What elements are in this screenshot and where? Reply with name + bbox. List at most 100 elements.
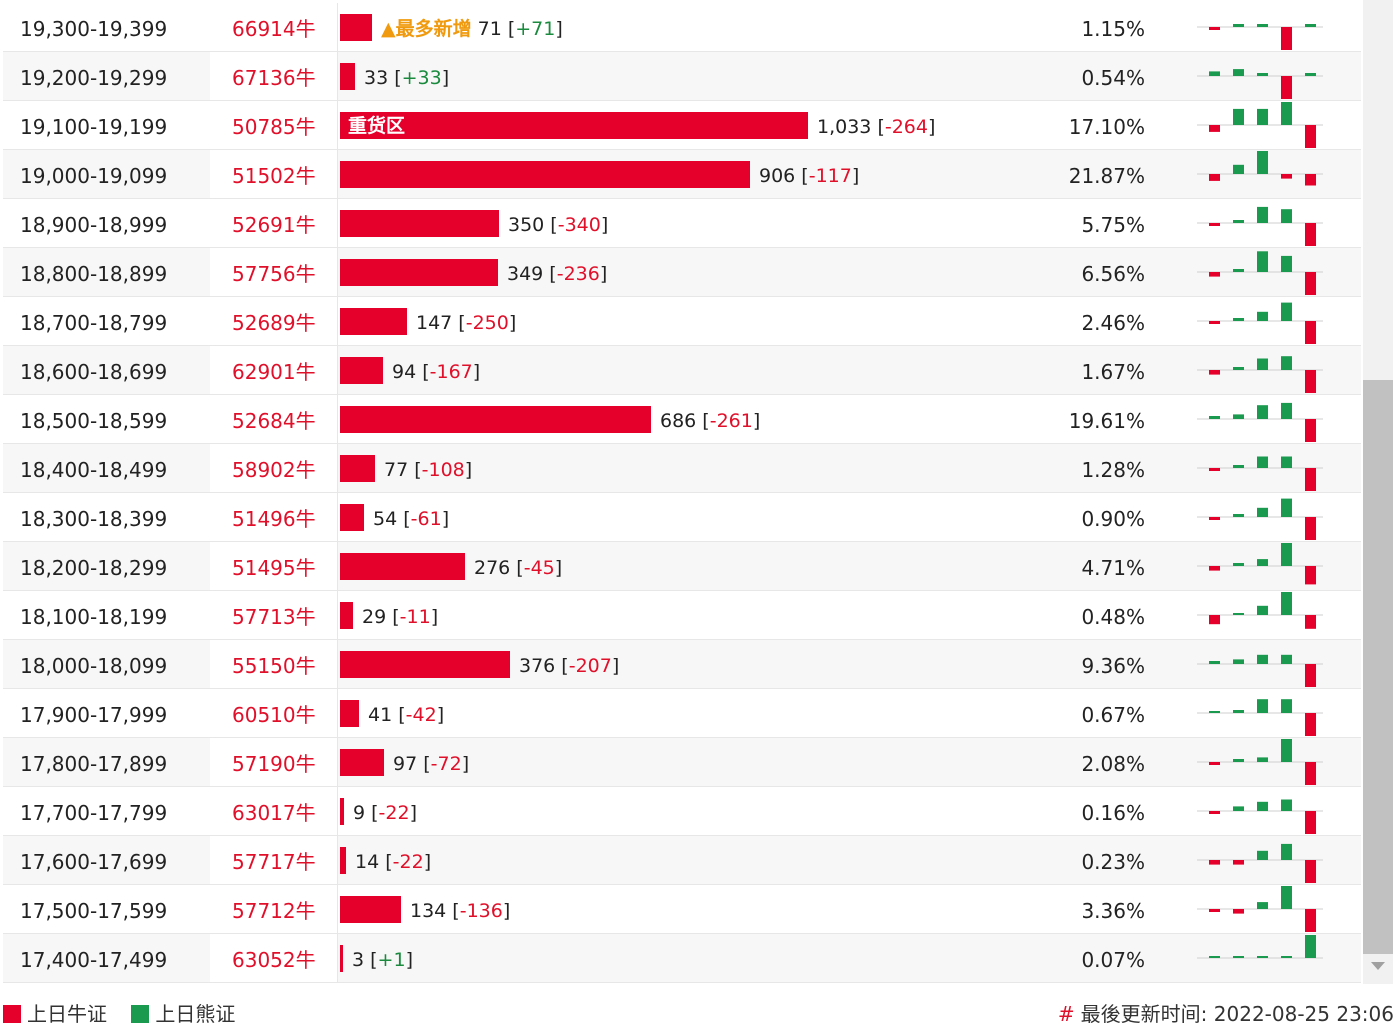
percentage: 0.16% xyxy=(1081,801,1145,825)
sparkline-bar xyxy=(1281,799,1292,811)
strike-range: 18,300-18,399 xyxy=(20,507,168,531)
quantity-change: -250 xyxy=(465,312,509,334)
cbbc-code[interactable]: 57190牛 xyxy=(210,738,338,786)
trend-sparkline xyxy=(1197,543,1323,585)
strike-range: 18,900-18,999 xyxy=(20,213,168,237)
cbbc-code[interactable]: 57717牛 xyxy=(210,836,338,884)
percentage: 1.28% xyxy=(1081,458,1145,482)
cbbc-code[interactable]: 58902牛 xyxy=(210,444,338,492)
trend-sparkline xyxy=(1197,24,1323,50)
table-row[interactable]: 17,600-17,699 57717牛 14 [-22] 0.23% xyxy=(3,836,1361,885)
sparkline-bar xyxy=(1257,251,1268,272)
percentage: 6.56% xyxy=(1081,262,1145,286)
sparkline-bar xyxy=(1209,661,1220,664)
sparkline-bar xyxy=(1209,909,1220,912)
cbbc-code[interactable]: 51495牛 xyxy=(210,542,338,590)
table-row[interactable]: 18,700-18,799 52689牛 147 [-250] 2.46% xyxy=(3,297,1361,346)
table-row[interactable]: 19,300-19,399 66914牛 ▲最多新增 71 [+71] 1.15% xyxy=(3,3,1361,52)
sparkline-bar xyxy=(1305,762,1316,785)
cbbc-code[interactable]: 52684牛 xyxy=(210,395,338,443)
table-row[interactable]: 18,800-18,899 57756牛 349 [-236] 6.56% xyxy=(3,248,1361,297)
quantity-change: -136 xyxy=(459,900,503,922)
quantity-bar xyxy=(340,700,359,727)
sparkline-bar xyxy=(1233,414,1244,419)
sparkline-bar xyxy=(1257,605,1268,615)
cbbc-code[interactable]: 52691牛 xyxy=(210,199,338,247)
quantity-change: -340 xyxy=(557,214,601,236)
cbbc-code[interactable]: 50785牛 xyxy=(210,101,338,149)
sparkline-bar xyxy=(1305,860,1316,883)
table-row[interactable]: 18,900-18,999 52691牛 350 [-340] 5.75% xyxy=(3,199,1361,248)
sparkline-bar xyxy=(1305,935,1316,958)
table-row[interactable]: 17,400-17,499 63052牛 3 [+1] 0.07% xyxy=(3,934,1361,983)
quantity-change: +71 xyxy=(515,18,556,40)
table-row[interactable]: 18,500-18,599 52684牛 686 [-261] 19.61% xyxy=(3,395,1361,444)
sparkline-bar xyxy=(1305,811,1316,834)
sparkline-bar xyxy=(1305,566,1316,585)
table-row[interactable]: 17,900-17,999 60510牛 41 [-42] 0.67% xyxy=(3,689,1361,738)
table-row[interactable]: 18,000-18,099 55150牛 376 [-207] 9.36% xyxy=(3,640,1361,689)
sparkline-bar xyxy=(1233,269,1244,272)
quantity-bar xyxy=(340,945,343,972)
table-row[interactable]: 18,200-18,299 51495牛 276 [-45] 4.71% xyxy=(3,542,1361,591)
cbbc-code[interactable]: 55150牛 xyxy=(210,640,338,688)
cbbc-code[interactable]: 52689牛 xyxy=(210,297,338,345)
cbbc-code[interactable]: 51496牛 xyxy=(210,493,338,541)
quantity-bar xyxy=(340,602,353,629)
cbbc-code[interactable]: 57756牛 xyxy=(210,248,338,296)
sparkline-bar xyxy=(1257,654,1268,664)
table-row[interactable]: 18,100-18,199 57713牛 29 [-11] 0.48% xyxy=(3,591,1361,640)
cbbc-code[interactable]: 51502牛 xyxy=(210,150,338,198)
table-row[interactable]: 19,200-19,299 67136牛 33 [+33] 0.54% xyxy=(3,52,1361,101)
sparkline-bar xyxy=(1209,321,1220,324)
cbbc-code[interactable]: 63017牛 xyxy=(210,787,338,835)
cbbc-code[interactable]: 67136牛 xyxy=(210,52,338,100)
cbbc-code[interactable]: 62901牛 xyxy=(210,346,338,394)
cbbc-code[interactable]: 57713牛 xyxy=(210,591,338,639)
trend-sparkline xyxy=(1197,886,1323,932)
sparkline-bar xyxy=(1233,860,1244,865)
sparkline-bar xyxy=(1209,174,1220,181)
sparkline-bar xyxy=(1281,592,1292,615)
strike-range: 17,800-17,899 xyxy=(20,752,168,776)
quantity-value: 3 [+1] xyxy=(352,949,413,971)
sparkline-bar xyxy=(1257,311,1268,321)
sparkline-bar xyxy=(1305,419,1316,442)
sparkline-bar xyxy=(1233,659,1244,664)
quantity-bar xyxy=(340,14,372,41)
sparkline-bar xyxy=(1305,370,1316,393)
sparkline-bar xyxy=(1233,956,1244,958)
vertical-scrollbar[interactable] xyxy=(1363,0,1393,984)
quantity-value: 54 [-61] xyxy=(373,508,450,530)
sparkline-bar xyxy=(1305,174,1316,186)
sparkline-bar xyxy=(1233,710,1244,713)
scroll-down-arrow-icon[interactable] xyxy=(1371,962,1385,970)
cbbc-code[interactable]: 63052牛 xyxy=(210,934,338,982)
sparkline-bar xyxy=(1257,801,1268,811)
quantity-value: 14 [-22] xyxy=(355,851,432,873)
table-row[interactable]: 17,700-17,799 63017牛 9 [-22] 0.16% xyxy=(3,787,1361,836)
trend-sparkline xyxy=(1197,302,1323,344)
table-row[interactable]: 17,800-17,899 57190牛 97 [-72] 2.08% xyxy=(3,738,1361,787)
sparkline-bar xyxy=(1257,151,1268,174)
table-row[interactable]: 18,300-18,399 51496牛 54 [-61] 0.90% xyxy=(3,493,1361,542)
cbbc-code[interactable]: 66914牛 xyxy=(210,3,338,51)
table-row[interactable]: 17,500-17,599 57712牛 134 [-136] 3.36% xyxy=(3,885,1361,934)
quantity-value: 147 [-250] xyxy=(416,312,517,334)
quantity-value: 94 [-167] xyxy=(392,361,481,383)
table-row[interactable]: 18,400-18,499 58902牛 77 [-108] 1.28% xyxy=(3,444,1361,493)
cbbc-code[interactable]: 57712牛 xyxy=(210,885,338,933)
cbbc-code[interactable]: 60510牛 xyxy=(210,689,338,737)
table-row[interactable]: 19,000-19,099 51502牛 906 [-117] 21.87% xyxy=(3,150,1361,199)
quantity-number: 906 xyxy=(759,165,796,187)
quantity-number: 41 xyxy=(368,704,393,726)
scrollbar-thumb[interactable] xyxy=(1363,380,1393,954)
sparkline-bar xyxy=(1209,811,1220,814)
percentage: 2.08% xyxy=(1081,752,1145,776)
table-row[interactable]: 19,100-19,199 50785牛 重货区 1,033 [-264] 17.10% xyxy=(3,101,1361,150)
legend-bear-label: 上日熊证 xyxy=(155,1002,236,1026)
quantity-number: 134 xyxy=(410,900,447,922)
last-updated-text: 最後更新时间: 2022-08-25 23:06 xyxy=(1080,1002,1394,1026)
strike-range: 18,700-18,799 xyxy=(20,311,168,335)
table-row[interactable]: 18,600-18,699 62901牛 94 [-167] 1.67% xyxy=(3,346,1361,395)
